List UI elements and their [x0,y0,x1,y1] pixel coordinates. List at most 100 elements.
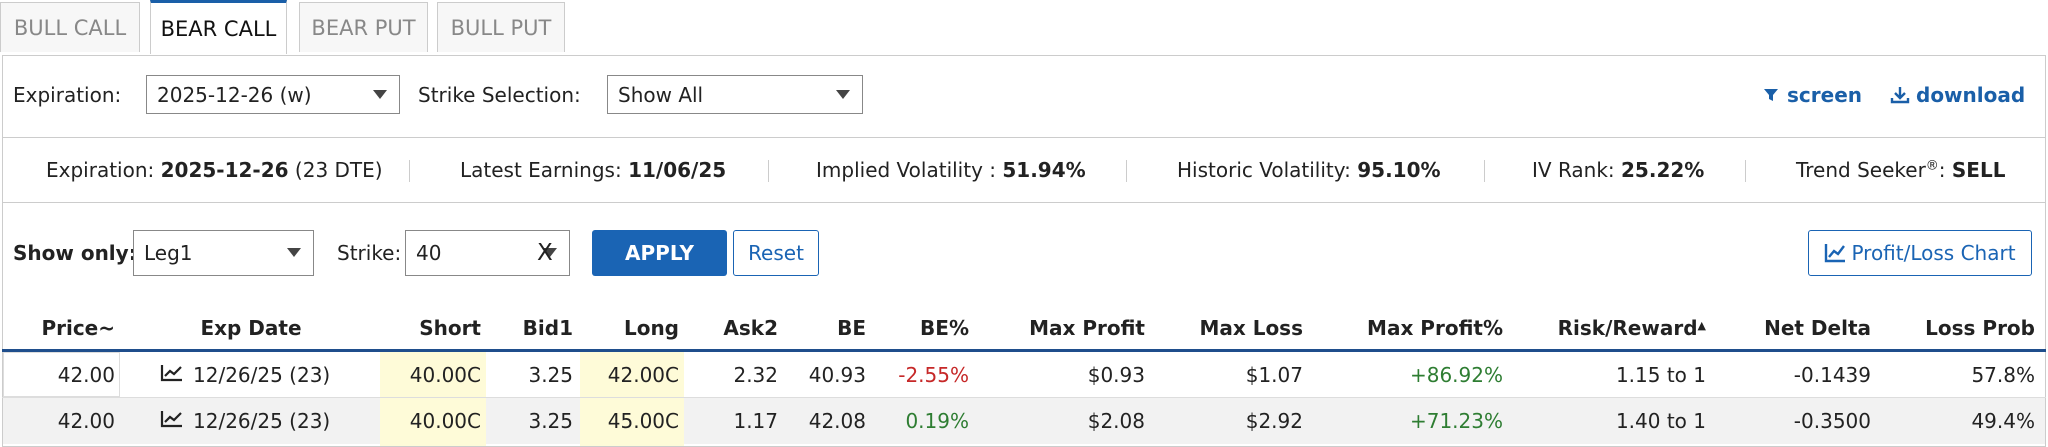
stat-label: Historic Volatility: [1177,158,1351,182]
table-cell: -0.1439 [1793,363,1871,387]
table-cell: 0.19% [905,409,969,433]
table-cell: 42.00 [57,363,115,387]
stats-bar [2,137,2046,203]
stat-label: Trend Seeker [1796,158,1926,182]
stat: Implied Volatility : 51.94% [816,158,1086,182]
show-only-select[interactable]: Leg1 [133,230,314,276]
separator [409,160,410,182]
table-cell: 3.25 [528,409,573,433]
row-rule [2,397,2046,398]
apply-button[interactable]: APPLY [592,230,727,276]
stat: Latest Earnings: 11/06/25 [460,158,726,182]
strike-input[interactable]: 40 [405,230,570,276]
stat: Historic Volatility: 95.10% [1177,158,1441,182]
button-text: Profit/Loss Chart [1851,241,2016,265]
column-header[interactable]: Exp Date [200,316,302,340]
table-cell: +86.92% [1409,363,1503,387]
separator [1745,160,1746,182]
table-cell: $2.08 [1087,409,1145,433]
column-header[interactable]: Short [419,316,481,340]
sort-arrow: ▲ [1697,319,1706,332]
column-header[interactable]: Risk/Reward▲ [1557,316,1706,340]
label: Strike: [337,241,402,265]
expiration-select[interactable]: 2025-12-26 (w) [146,75,400,114]
stat-label: Implied Volatility : [816,158,997,182]
chart-icon[interactable] [160,409,184,433]
stat: Expiration: 2025-12-26 (23 DTE) [46,158,383,182]
tab[interactable]: BEAR PUT [299,2,428,52]
stat: IV Rank: 25.22% [1532,158,1704,182]
highlight [380,350,486,446]
link-text: screen [1787,83,1862,107]
stat-value: 51.94% [1002,158,1086,182]
column-header[interactable]: Long [623,316,679,340]
tab[interactable]: BEAR CALL [150,0,287,54]
column-header[interactable]: Loss Prob [1925,316,2035,340]
table-cell: 12/26/25 (23) [193,409,331,433]
table-cell: -0.3500 [1793,409,1871,433]
input-value: 40 [416,241,442,265]
label: Strike Selection: [418,83,581,107]
stat-value: 11/06/25 [628,158,727,182]
button-text: APPLY [625,241,694,265]
download-link[interactable]: download [1890,83,2025,107]
stat-label: Expiration: [46,158,155,182]
label: Expiration: [13,83,122,107]
stat-colon: : [1938,158,1946,182]
table-cell: +71.23% [1409,409,1503,433]
stat-suffix: (23 DTE) [294,158,383,182]
strike-select[interactable]: Show All [607,75,863,114]
column-header[interactable]: Max Loss [1199,316,1303,340]
reset-button[interactable]: Reset [733,230,819,276]
column-header[interactable]: BE% [920,316,969,340]
label: Show only: [13,241,137,265]
screen-link[interactable]: screen [1763,83,1862,107]
tab[interactable]: BULL PUT [437,2,565,52]
column-header[interactable]: Net Delta [1764,316,1871,340]
select-value: Leg1 [144,241,193,265]
stat-value: 2025-12-26 [160,158,289,182]
table-cell: $1.07 [1245,363,1303,387]
stat-label: IV Rank: [1532,158,1615,182]
stat-mark: ® [1925,158,1939,174]
table-cell: 3.25 [528,363,573,387]
table-cell: $0.93 [1087,363,1145,387]
table-cell: -2.55% [898,363,969,387]
select-value: Show All [618,82,704,107]
column-header[interactable]: Max Profit [1029,316,1145,340]
highlight [580,350,684,446]
column-header[interactable]: Price~ [41,316,115,340]
table-cell: 42.08 [808,409,866,433]
stat-value: SELL [1951,158,2006,182]
table-cell: 12/26/25 (23) [193,363,331,387]
table-cell: 49.4% [1971,409,2035,433]
chart-icon[interactable] [160,363,184,387]
clear-button[interactable]: X [537,240,553,266]
table-cell: 45.00C [607,409,679,433]
table-cell: 42.00C [607,363,679,387]
table-cell: 40.93 [808,363,866,387]
table-cell: 57.8% [1971,363,2035,387]
table-cell: 40.00C [409,409,481,433]
column-header[interactable]: BE [837,316,866,340]
column-header[interactable]: Bid1 [522,316,573,340]
table-cell: 40.00C [409,363,481,387]
column-header[interactable]: Ask2 [723,316,778,340]
table-cell: 1.40 to 1 [1615,409,1706,433]
table-cell: 1.17 [733,409,778,433]
table-cell: 2.32 [733,363,778,387]
table-cell: 1.15 to 1 [1615,363,1706,387]
table-cell: $2.92 [1245,409,1303,433]
header-rule [2,349,2046,352]
separator [1484,160,1485,182]
button-text: Reset [748,241,804,265]
separator [768,160,769,182]
stat-value: 25.22% [1621,158,1705,182]
separator [1126,160,1127,182]
cell-box [3,352,120,397]
tab[interactable]: BULL CALL [0,2,140,52]
column-header[interactable]: Max Profit% [1367,316,1503,340]
chart-button[interactable]: Profit/Loss Chart [1808,230,2032,276]
stat-label: Latest Earnings: [460,158,622,182]
